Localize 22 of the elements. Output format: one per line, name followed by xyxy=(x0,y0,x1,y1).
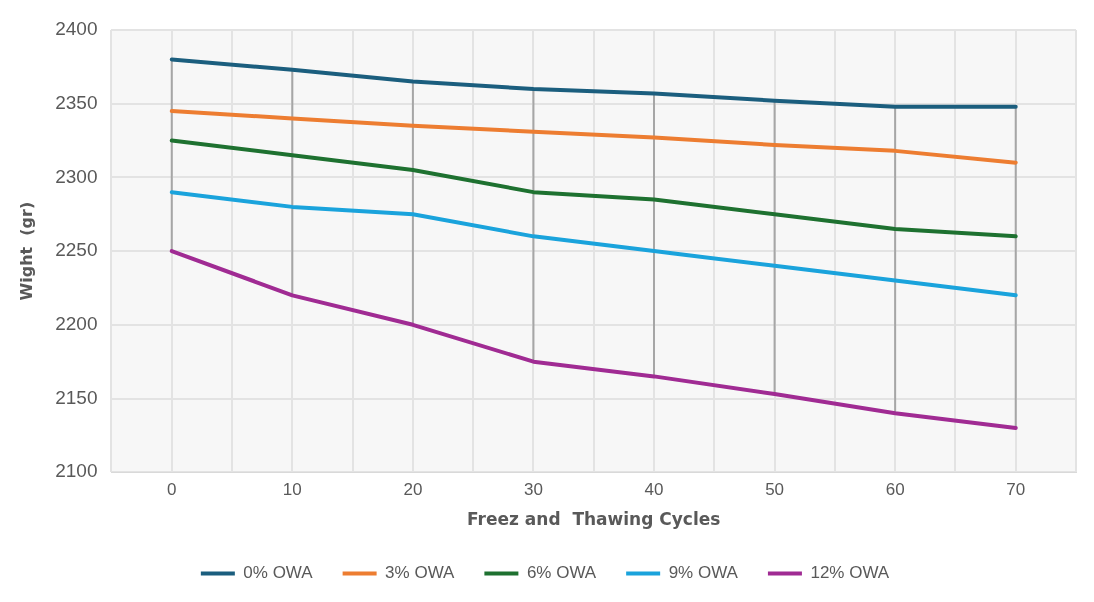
x-axis-title: Freez and Thawing Cycles xyxy=(467,509,721,530)
x-tick-label: 0 xyxy=(167,480,177,500)
y-tick-label: 2150 xyxy=(55,386,98,408)
y-tick-label: 2200 xyxy=(55,313,98,335)
y-tick-label: 2250 xyxy=(55,239,98,261)
y-axis-title: Wight (gr) xyxy=(16,201,36,301)
y-tick-label: 2100 xyxy=(55,460,98,482)
y-tick-label: 2400 xyxy=(55,18,98,40)
x-tick-label: 40 xyxy=(644,480,664,500)
legend-label: 6% OWA xyxy=(526,563,597,583)
y-tick-label: 2300 xyxy=(55,165,98,187)
x-tick-label: 30 xyxy=(523,480,543,500)
x-tick-label: 70 xyxy=(1006,480,1026,500)
x-tick-label: 60 xyxy=(885,480,905,500)
x-tick-label: 20 xyxy=(403,480,423,500)
legend-label: 0% OWA xyxy=(243,563,314,583)
x-tick-label: 10 xyxy=(282,480,302,500)
legend-label: 9% OWA xyxy=(668,563,739,583)
legend-label: 12% OWA xyxy=(810,563,890,583)
y-tick-label: 2350 xyxy=(55,91,98,113)
legend-label: 3% OWA xyxy=(385,563,456,583)
x-tick-label: 50 xyxy=(765,480,785,500)
